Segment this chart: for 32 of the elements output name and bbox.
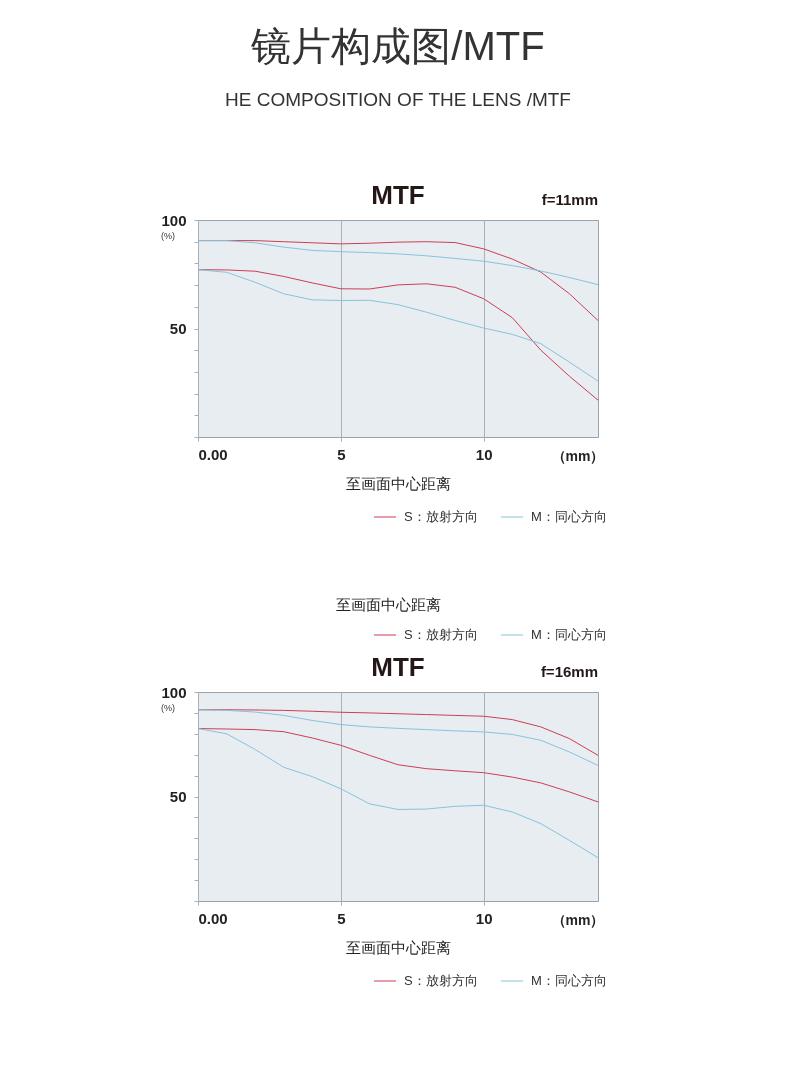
legend-label: M：同心方向 — [531, 627, 607, 642]
y-tick-label: 100 — [161, 211, 187, 229]
chart-title: MTF — [371, 180, 425, 210]
line-series — [197, 709, 599, 766]
text: HE COMPOSITION OF THE LENS /MTF — [225, 89, 571, 110]
x-tick-label: 5 — [337, 909, 346, 927]
x-axis-title: 至画面中心距离 — [346, 938, 451, 956]
text: 镜片构成图/MTF — [250, 24, 545, 68]
legend-label: S：放射方向 — [404, 509, 478, 524]
x-tick-label: 0.00 — [198, 445, 228, 463]
text: 至画面中心距离 — [335, 596, 441, 613]
y-tick-label: 50 — [169, 320, 187, 337]
legend-label: M：同心方向 — [531, 509, 607, 524]
x-tick-label: 10 — [475, 909, 493, 927]
legend-label: S：放射方向 — [404, 973, 478, 988]
y-tick-label: 100 — [161, 683, 187, 701]
chart-subtitle: f=16mm — [540, 663, 598, 680]
x-tick-label: 0.00 — [198, 909, 228, 927]
text: (%) — [161, 231, 175, 241]
legend-label: S：放射方向 — [404, 627, 478, 642]
legend-label: M：同心方向 — [531, 973, 607, 988]
line-series — [197, 240, 599, 286]
text: （mm） — [551, 912, 605, 928]
x-tick-label: 10 — [475, 445, 493, 463]
x-axis-title: 至画面中心距离 — [346, 474, 451, 492]
line-series — [197, 728, 599, 859]
text: (%) — [161, 703, 175, 713]
y-tick-label: 50 — [169, 788, 187, 805]
x-tick-label: 5 — [337, 445, 346, 463]
chart-subtitle: f=11mm — [541, 191, 598, 208]
text: （mm） — [551, 448, 605, 464]
chart-title: MTF — [371, 652, 425, 682]
